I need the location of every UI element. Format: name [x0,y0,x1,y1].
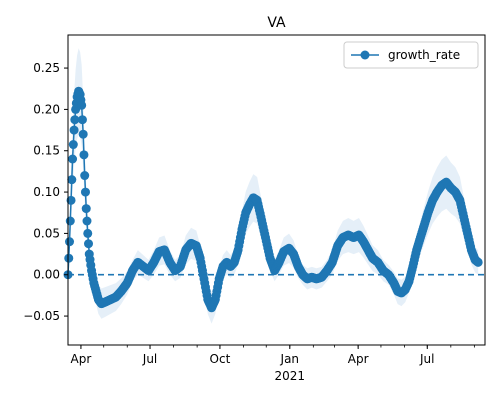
legend-box [343,41,479,69]
x-tick-label: Jan [280,352,300,366]
legend-dot-marker [360,50,370,60]
y-tick-label: 0.15 [33,144,60,158]
data-point [66,195,76,205]
series-layer [63,86,483,313]
data-point [78,129,88,139]
data-point [69,125,79,135]
y-tick-label: −0.05 [23,309,60,323]
y-tick-label: 0.00 [33,268,60,282]
data-point [68,140,78,150]
x-tick-label: Apr [348,352,369,366]
x-tick-label: Jul [419,352,434,366]
data-point [65,216,75,226]
x-tick-label: Jul [142,352,157,366]
x-tick-label: Apr [71,352,92,366]
plot-frame [67,34,486,346]
data-point [67,175,77,185]
x-tick-label: Oct [210,352,231,366]
data-point [68,154,78,164]
data-point [473,257,483,267]
data-point [80,171,90,181]
y-tick-label: 0.10 [33,185,60,199]
legend-label: growth_rate [388,48,460,62]
data-point [81,204,91,214]
x-year-label: 2021 [275,369,306,383]
data-point [65,237,75,247]
data-point [80,187,90,197]
legend: growth_rate [343,41,479,69]
data-point [84,239,94,249]
data-point [77,115,87,125]
axes-layer: −0.05 0.00 0.05 0.10 0.15 0.20 0.25 Apr Jul Oct Ja… [23,34,486,383]
chart-title: VA [267,15,286,31]
y-tick-label: 0.05 [33,226,60,240]
data-point [79,150,89,160]
y-tick-label: 0.25 [33,61,60,75]
data-point [83,228,93,238]
data-point [64,253,74,263]
data-point [70,115,80,125]
y-tick-label: 0.20 [33,102,60,116]
data-point [77,100,87,110]
data-point [82,216,92,226]
